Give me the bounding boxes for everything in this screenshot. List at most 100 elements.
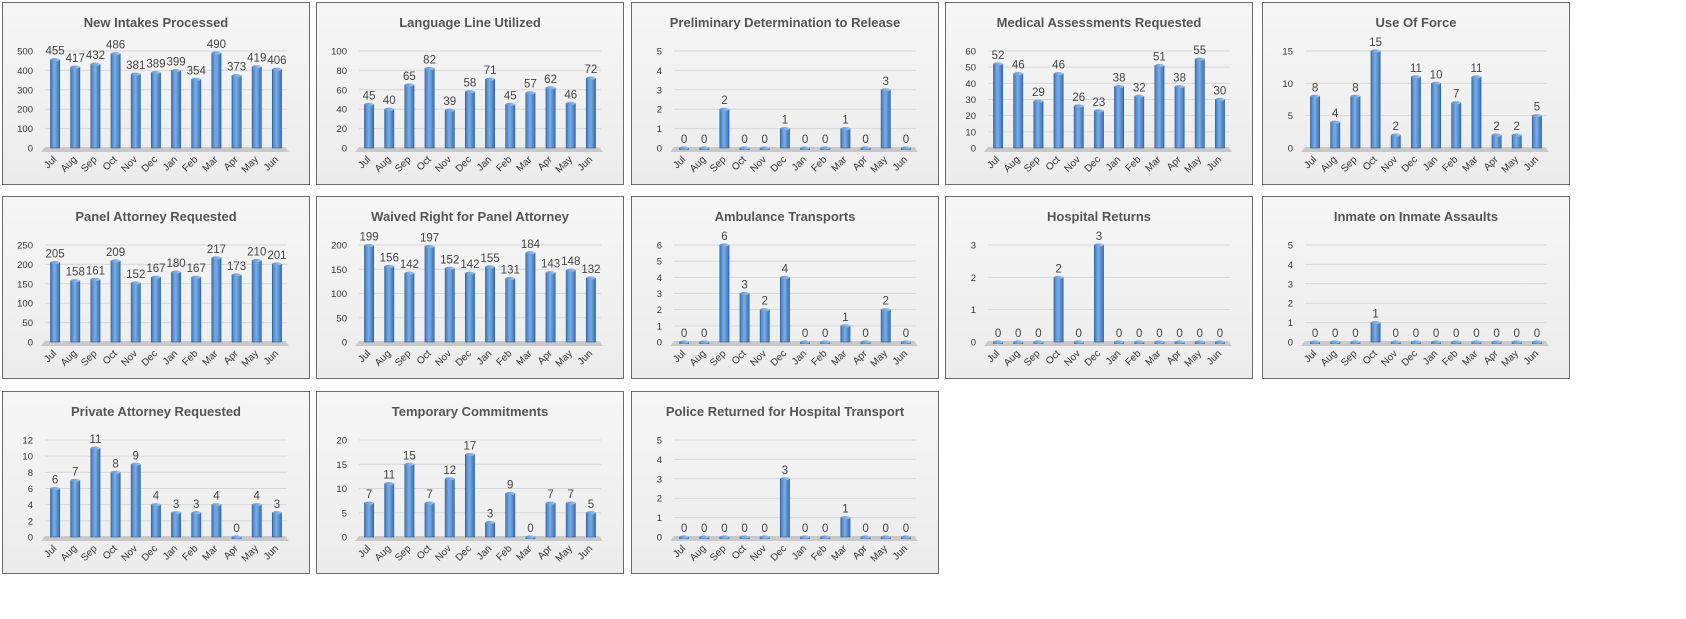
bar bbox=[485, 78, 496, 149]
bar-cap bbox=[1195, 340, 1205, 344]
category-label: Jan bbox=[475, 543, 494, 562]
bar-cap bbox=[1114, 340, 1124, 344]
bar bbox=[464, 272, 475, 343]
bar bbox=[130, 282, 141, 343]
category-label: Oct bbox=[730, 348, 749, 367]
bar-cap bbox=[1391, 340, 1401, 344]
y-tick-label: 10 bbox=[965, 127, 976, 138]
bar-cap bbox=[272, 511, 282, 515]
category-label: Jul bbox=[356, 348, 373, 365]
data-label: 354 bbox=[187, 65, 207, 77]
chart-panel: Hospital Returns 0 1 2 3 0 Jul 0 Aug 0 Sep 2 Oct 0 Nov… bbox=[945, 196, 1253, 379]
bar-cap bbox=[566, 268, 576, 272]
category-label: May bbox=[240, 348, 261, 369]
bar-cap bbox=[1074, 104, 1084, 108]
category-label: Apr bbox=[222, 543, 241, 562]
category-label: Oct bbox=[101, 543, 120, 562]
bar bbox=[1431, 83, 1442, 149]
bar bbox=[1154, 65, 1165, 149]
bar-cap bbox=[1195, 57, 1205, 61]
category-label: Jun bbox=[1205, 154, 1224, 173]
bar-cap bbox=[384, 107, 394, 111]
bar-cap bbox=[191, 275, 201, 279]
bar-cap bbox=[840, 127, 851, 131]
bar-cap bbox=[719, 243, 730, 247]
data-label: 0 bbox=[995, 328, 1001, 340]
y-tick-label: 3 bbox=[971, 241, 976, 252]
bar bbox=[90, 447, 101, 538]
bar-cap bbox=[1471, 75, 1482, 79]
bar bbox=[130, 73, 141, 149]
bar-cap bbox=[445, 266, 455, 270]
bar-cap bbox=[110, 470, 121, 474]
data-label: 0 bbox=[681, 328, 687, 340]
bar-cap bbox=[1411, 75, 1421, 79]
category-label: Mar bbox=[1461, 154, 1481, 174]
bar-cap bbox=[586, 76, 596, 80]
bar-cap bbox=[1532, 114, 1542, 118]
bar bbox=[505, 493, 516, 538]
bar bbox=[384, 108, 395, 149]
category-label: Feb bbox=[809, 348, 829, 368]
category-label: Jun bbox=[576, 543, 595, 562]
category-label: Oct bbox=[1044, 348, 1063, 367]
bar-cap bbox=[1350, 94, 1361, 98]
category-label: Sep bbox=[708, 154, 729, 175]
bar bbox=[191, 79, 202, 149]
bar-cap bbox=[1134, 340, 1144, 344]
data-label: 0 bbox=[741, 134, 747, 146]
bar-cap bbox=[739, 535, 750, 539]
chart-title: New Intakes Processed bbox=[83, 15, 229, 30]
category-label: Oct bbox=[101, 348, 120, 367]
category-label: Sep bbox=[1339, 348, 1360, 369]
bar-cap bbox=[1370, 321, 1381, 325]
category-label: Jul bbox=[671, 154, 688, 171]
y-tick-label: 4 bbox=[1288, 260, 1293, 271]
y-tick-label: 40 bbox=[965, 79, 976, 90]
bar bbox=[1093, 244, 1104, 343]
data-label: 399 bbox=[166, 57, 185, 69]
category-label: Jun bbox=[262, 154, 281, 173]
data-label: 6 bbox=[721, 231, 727, 243]
bar-cap bbox=[1532, 340, 1542, 344]
data-label: 0 bbox=[862, 328, 868, 340]
category-label: Feb bbox=[1440, 154, 1460, 174]
chart-panel: Language Line Utilized 0 20 40 60 80 100 45 Jul 4… bbox=[316, 2, 624, 185]
bar-cap bbox=[424, 66, 435, 71]
category-label: Feb bbox=[494, 348, 514, 368]
category-label: Dec bbox=[769, 543, 789, 563]
y-tick-label: 5 bbox=[657, 47, 662, 58]
bar-cap bbox=[739, 291, 750, 296]
chart-floor bbox=[41, 147, 289, 152]
category-label: Sep bbox=[708, 348, 729, 369]
data-label: 2 bbox=[721, 95, 727, 107]
category-label: Feb bbox=[180, 154, 200, 174]
bar-cap bbox=[272, 67, 282, 71]
bar bbox=[444, 478, 455, 538]
bar-cap bbox=[545, 271, 556, 275]
y-tick-label: 12 bbox=[22, 436, 33, 447]
bar-cap bbox=[699, 146, 709, 150]
category-label: Nov bbox=[120, 154, 140, 174]
bar-cap bbox=[50, 486, 60, 491]
data-label: 8 bbox=[1312, 82, 1318, 94]
chart-panel: Panel Attorney Requested 0 50 100 150 200 250 2… bbox=[2, 196, 310, 379]
bar bbox=[525, 252, 536, 343]
chart-title: Temporary Commitments bbox=[391, 404, 549, 419]
data-label: 0 bbox=[822, 328, 828, 340]
bar-cap bbox=[1134, 94, 1144, 98]
data-label: 0 bbox=[1534, 328, 1540, 340]
category-label: Mar bbox=[515, 543, 535, 563]
bar-cap bbox=[545, 501, 556, 505]
chart-floor bbox=[984, 147, 1232, 152]
y-tick-label: 20 bbox=[336, 436, 347, 447]
bar-cap bbox=[1491, 133, 1502, 137]
data-label: 2 bbox=[762, 296, 768, 308]
bar bbox=[1134, 95, 1145, 149]
category-label: Mar bbox=[1461, 348, 1481, 368]
data-label: 0 bbox=[681, 523, 687, 535]
bar-cap bbox=[252, 258, 262, 263]
bar-cap bbox=[566, 501, 576, 505]
bar bbox=[993, 63, 1004, 149]
data-label: 0 bbox=[1473, 328, 1479, 340]
